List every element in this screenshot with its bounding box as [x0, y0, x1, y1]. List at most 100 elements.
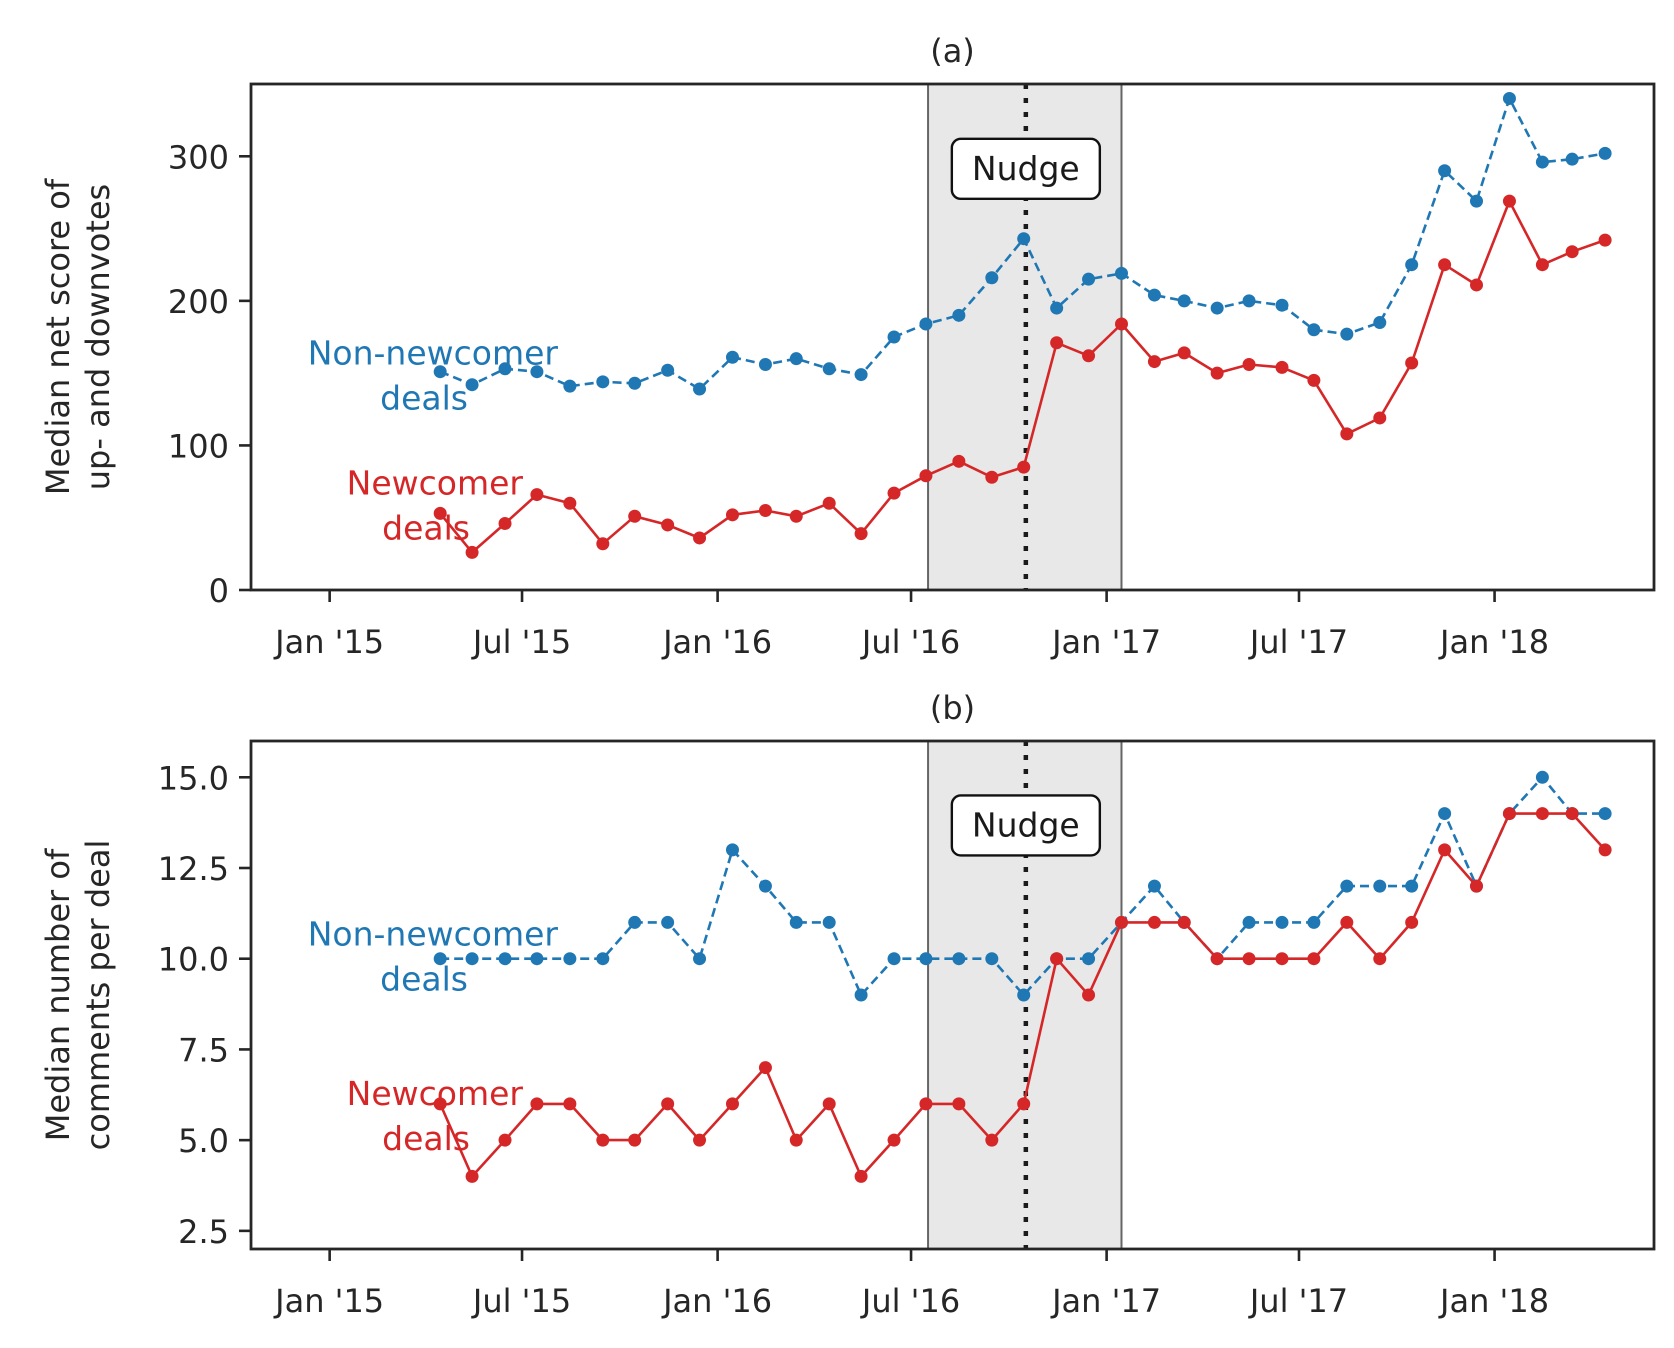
data-point [1535, 807, 1549, 821]
data-point [1017, 1097, 1031, 1111]
data-point [1598, 146, 1612, 160]
data-point [887, 1133, 901, 1147]
x-tick-label: Jul '15 [471, 1282, 571, 1320]
data-point [1050, 952, 1064, 966]
data-point [1405, 356, 1419, 370]
data-point [1082, 988, 1096, 1002]
data-point [1373, 879, 1387, 893]
data-point [822, 362, 836, 376]
data-point [758, 357, 772, 371]
data-point [789, 1133, 803, 1147]
x-tick-label: Jul '17 [1248, 623, 1348, 661]
data-point [530, 952, 544, 966]
panel-b-comments: Non-newcomer deals Newcomer deals Nudge 2.5 5.… [39, 689, 1656, 1320]
data-point [1177, 346, 1191, 360]
data-point [1502, 194, 1516, 208]
data-point [661, 363, 675, 377]
data-point [693, 382, 707, 396]
data-point [433, 365, 447, 379]
data-point [822, 496, 836, 510]
data-point [628, 509, 642, 523]
nudge-box [950, 137, 1102, 201]
data-point [596, 1133, 610, 1147]
series-newcomer [433, 807, 1612, 1183]
data-point [854, 988, 868, 1002]
x-tick-label: Jan '16 [661, 1282, 772, 1320]
data-point [1017, 460, 1031, 474]
data-point [596, 375, 610, 389]
data-point [1114, 317, 1128, 331]
panel-title: (a) [930, 32, 975, 70]
data-point [1373, 316, 1387, 330]
y-tick-label: 300 [168, 138, 229, 176]
x-tick-label: Jul '16 [860, 623, 960, 661]
data-point [465, 1169, 479, 1183]
data-point [661, 518, 675, 532]
data-point [1082, 952, 1096, 966]
data-point [985, 470, 999, 484]
data-point [758, 503, 772, 517]
label-line: deals [382, 1119, 470, 1158]
series-non-newcomer [433, 770, 1612, 1002]
data-point [1373, 411, 1387, 425]
data-point [563, 379, 577, 393]
data-point [1242, 357, 1256, 371]
y-tick-label: 10.0 [158, 941, 229, 979]
data-point [498, 516, 512, 530]
x-tick-label: Jan '17 [1050, 1282, 1161, 1320]
data-point [1502, 91, 1516, 105]
data-point [1405, 915, 1419, 929]
y-axis-label-line: comments per deal [79, 840, 117, 1151]
x-tick-label: Jan '15 [273, 623, 384, 661]
label-line: Newcomer [347, 1074, 524, 1113]
data-point [1082, 349, 1096, 363]
data-point [1598, 843, 1612, 857]
data-point [563, 1097, 577, 1111]
data-point [1438, 843, 1452, 857]
data-point [1535, 155, 1549, 169]
data-point [1307, 915, 1321, 929]
data-point [985, 952, 999, 966]
data-point [822, 915, 836, 929]
data-point [1210, 301, 1224, 315]
data-point [661, 1097, 675, 1111]
data-point [758, 1061, 772, 1075]
data-point [628, 915, 642, 929]
data-point [596, 537, 610, 551]
data-point [1373, 952, 1387, 966]
data-point [1565, 807, 1579, 821]
data-point [789, 509, 803, 523]
data-point [952, 1097, 966, 1111]
data-point [498, 362, 512, 376]
data-point [563, 952, 577, 966]
data-point [952, 952, 966, 966]
data-point [1340, 427, 1354, 441]
data-point [1438, 807, 1452, 821]
data-point [725, 843, 739, 857]
data-point [1147, 915, 1161, 929]
data-point [725, 1097, 739, 1111]
data-point [789, 352, 803, 366]
x-tick-label: Jan '18 [1438, 623, 1549, 661]
label-line: Non-newcomer [308, 333, 559, 372]
data-point [725, 508, 739, 522]
data-point [1340, 879, 1354, 893]
x-tick-label: Jan '15 [273, 1282, 384, 1320]
y-axis-label: Median net score ofup- and downvotes [39, 178, 117, 495]
data-point [530, 365, 544, 379]
y-tick-label: 12.5 [158, 850, 229, 888]
y-axis-label-line: Median number of [39, 848, 77, 1141]
data-point [1502, 807, 1516, 821]
nudge-label: Nudge [972, 805, 1080, 844]
label-line: Non-newcomer [308, 914, 559, 953]
data-point [1340, 915, 1354, 929]
label-newcomer: Newcomer deals [347, 1074, 524, 1158]
data-point [1275, 360, 1289, 374]
data-point [530, 1097, 544, 1111]
data-point [1147, 879, 1161, 893]
data-point [887, 486, 901, 500]
data-point [433, 1097, 447, 1111]
data-point [1307, 952, 1321, 966]
data-point [1535, 770, 1549, 784]
